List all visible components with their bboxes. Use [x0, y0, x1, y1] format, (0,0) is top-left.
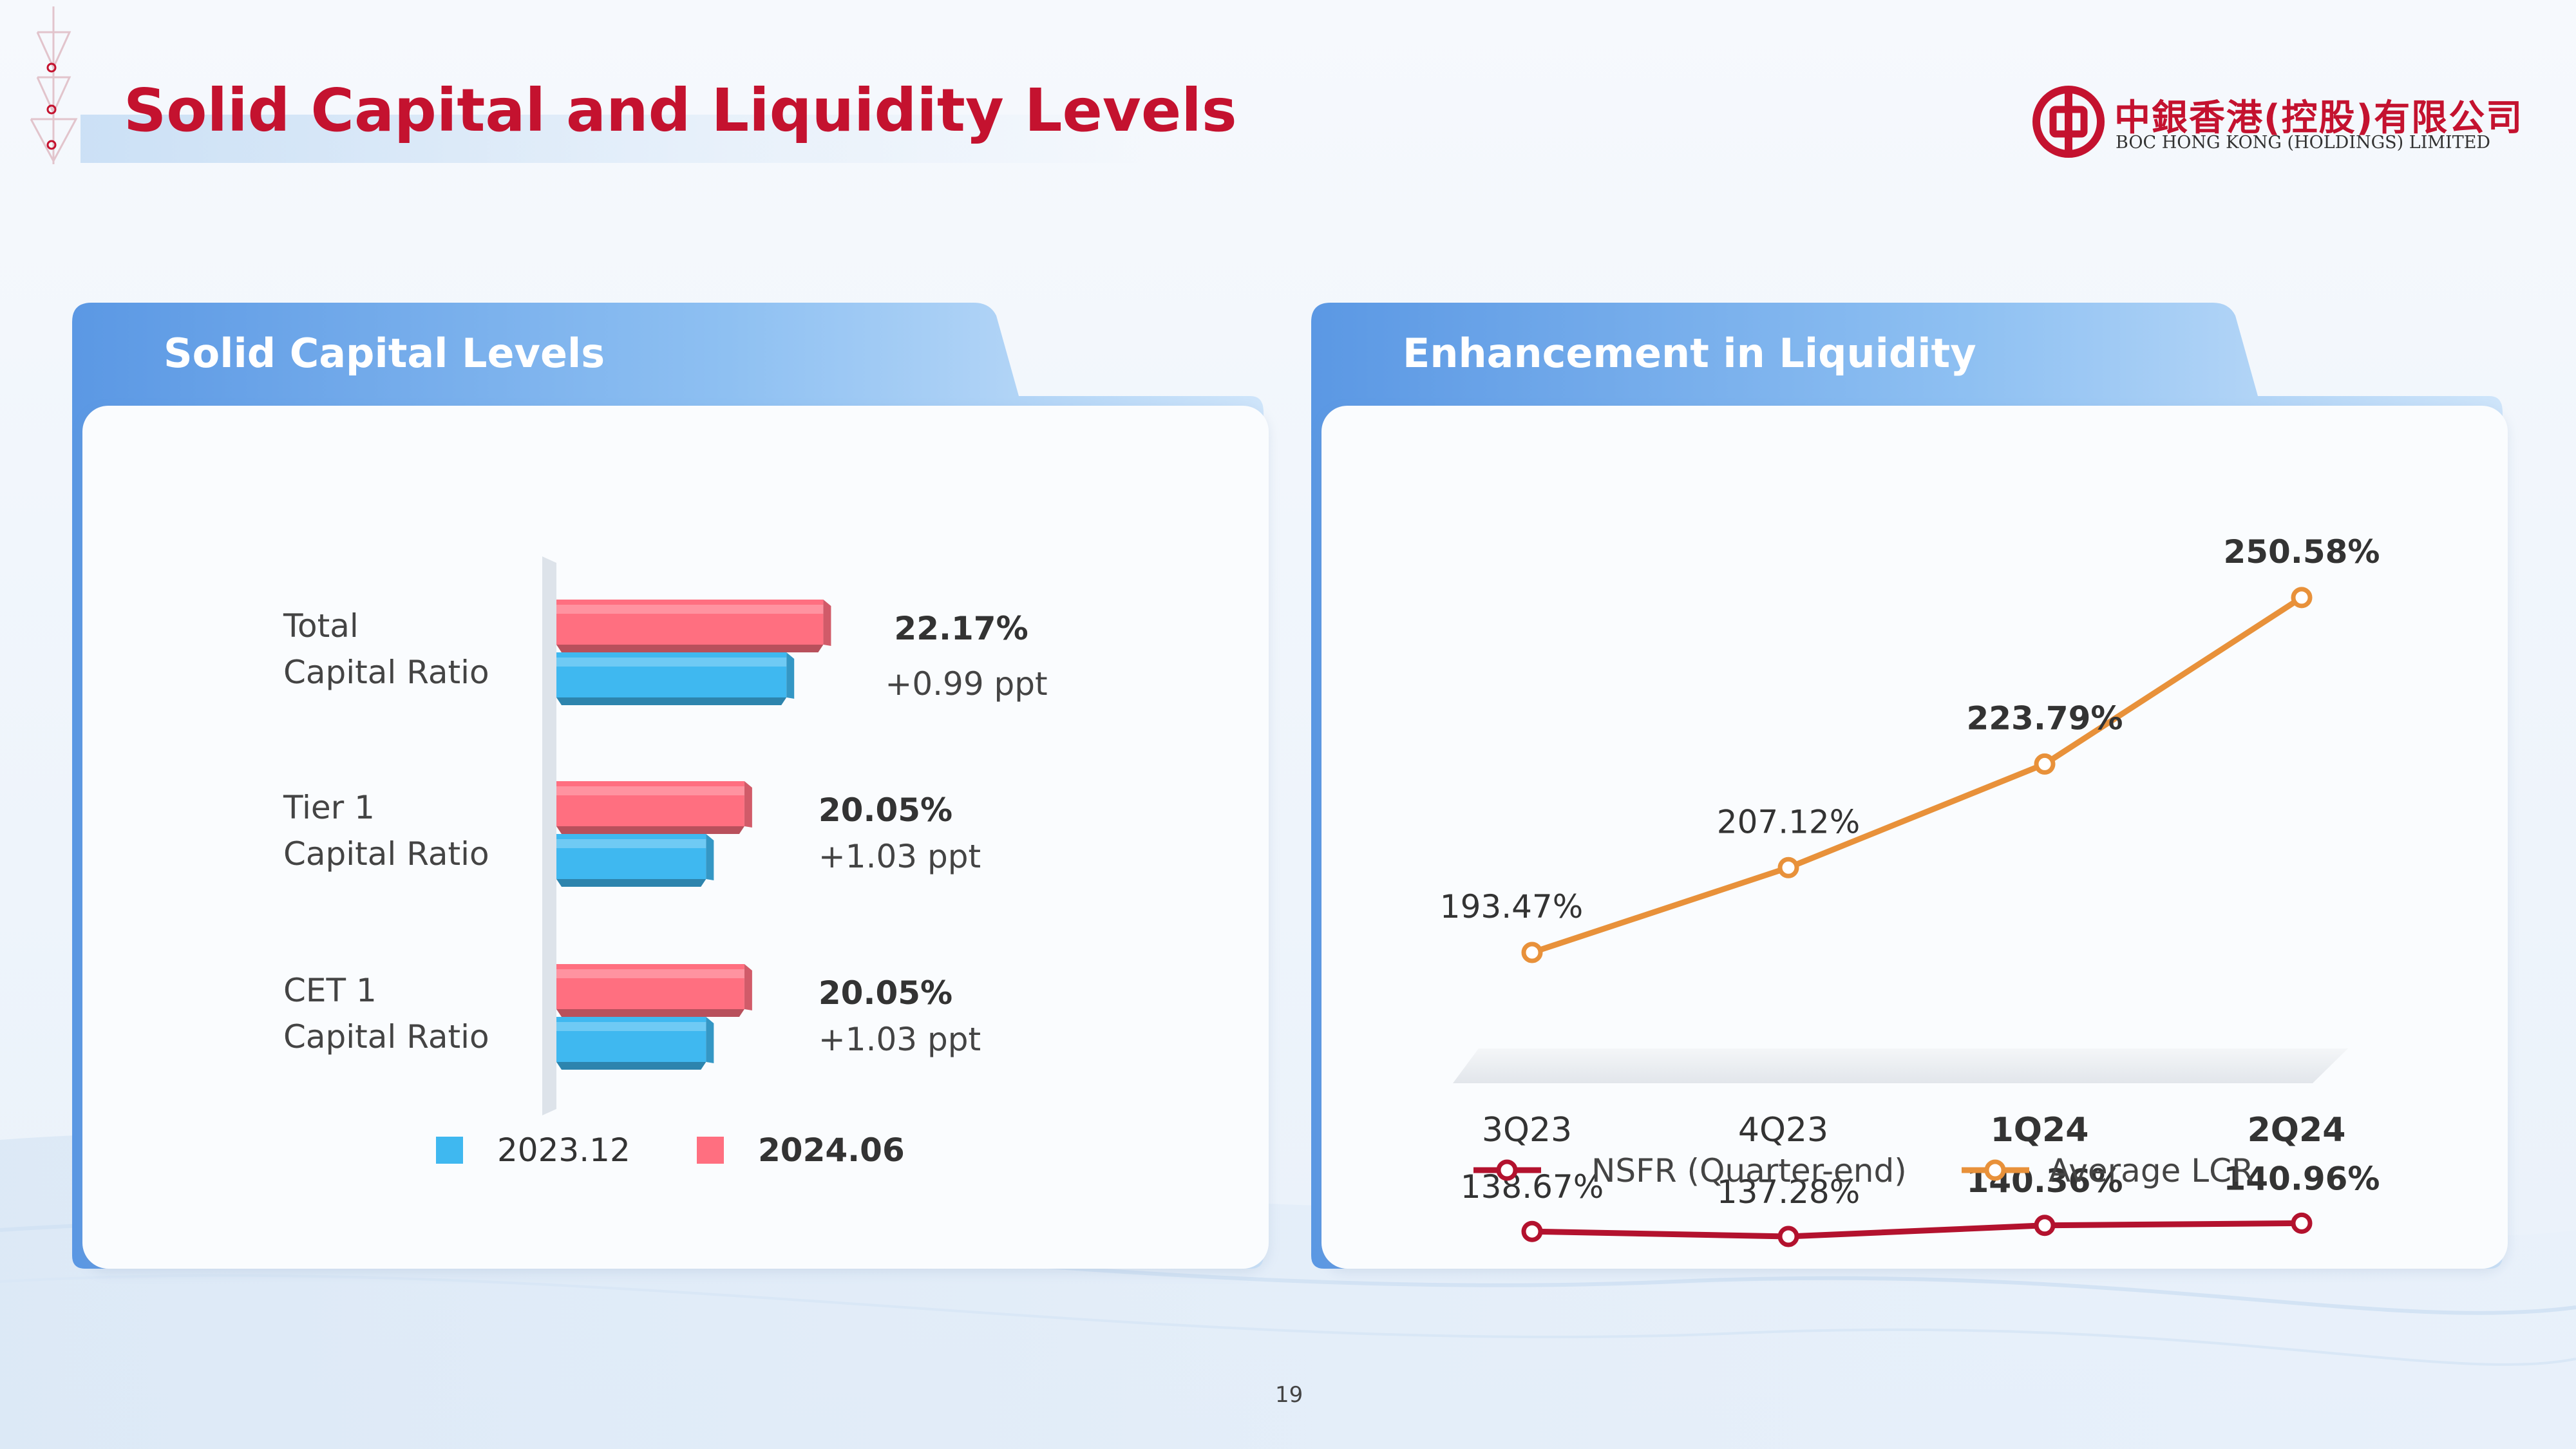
bar-face: [556, 652, 787, 697]
bar-bottom-bevel: [556, 826, 744, 834]
legend-label-1: 2024.06: [758, 1132, 905, 1169]
bar-2023-12-1: [556, 834, 714, 887]
liquidity-panel-card: [1321, 406, 2508, 1269]
category-label-line2: Capital Ratio: [283, 835, 489, 873]
category-label-line1: Tier 1: [283, 789, 375, 826]
category-label-line2: Capital Ratio: [283, 1018, 489, 1056]
bar-highlight: [556, 1022, 706, 1031]
liquidity-panel: Enhancement in Liquidity 193.47% 207.12% 2…: [1311, 303, 2509, 1282]
company-logo: 中銀香港(控股)有限公司 BOC HONG KONG (HOLDINGS) LI…: [2032, 85, 2522, 162]
lcr-series-line: [1531, 595, 2304, 956]
bar-end-bevel: [744, 964, 752, 1010]
legend-swatch-0: [436, 1137, 463, 1164]
bar-face: [556, 834, 706, 879]
liquidity-panel-title: Enhancement in Liquidity: [1403, 330, 1976, 377]
bar-bottom-bevel: [556, 697, 787, 705]
lcr-point-2Q24: [2291, 587, 2313, 609]
bar-value-label: 20.05%: [819, 791, 952, 829]
logo-english-name: BOC HONG KONG (HOLDINGS) LIMITED: [2116, 133, 2491, 153]
capital-ratio-bar-chart: Total Capital Ratio 22.17% +0.99 ppt Tier 1 C…: [283, 556, 1048, 1169]
legend-label-0: NSFR (Quarter-end): [1591, 1152, 1907, 1189]
bar-face: [556, 1017, 706, 1062]
bar-bottom-bevel: [556, 645, 824, 652]
bar-value-label: 20.05%: [819, 974, 952, 1012]
bar-axis-wall: [542, 556, 556, 1115]
capital-panel-title: Solid Capital Levels: [164, 330, 605, 377]
lcr-data-label: 207.12%: [1717, 803, 1860, 840]
bar-bottom-bevel: [556, 1062, 706, 1070]
nsfr-point-1Q24: [2034, 1215, 2056, 1236]
bar-end-bevel: [706, 834, 714, 880]
bar-bottom-bevel: [556, 1009, 744, 1017]
bar-2024-06-1: [556, 781, 752, 834]
bar-highlight: [556, 839, 706, 848]
nsfr-data-label: 137.28%: [1717, 1173, 1860, 1211]
bar-end-bevel: [706, 1017, 714, 1063]
bar-end-bevel: [786, 652, 795, 699]
category-label-line2: Capital Ratio: [283, 654, 489, 691]
legend-label-0: 2023.12: [497, 1132, 630, 1169]
tower-decoration-icon: [30, 6, 78, 164]
nsfr-series-line: [1531, 1220, 2302, 1240]
bar-change-label: +1.03 ppt: [819, 838, 981, 875]
x-tick-label: 3Q23: [1482, 1111, 1572, 1150]
lcr-data-label: 223.79%: [1966, 699, 2123, 737]
bar-highlight: [556, 658, 787, 667]
bar-highlight: [556, 969, 744, 978]
page-title: Solid Capital and Liquidity Levels: [124, 76, 1237, 145]
bar-change-label: +1.03 ppt: [819, 1021, 981, 1058]
legend-swatch-1: [697, 1137, 724, 1164]
lcr-data-label: 193.47%: [1440, 888, 1583, 925]
liquidity-line-chart: 193.47% 207.12% 223.79% 250.58% 138.67% 137.2…: [1440, 533, 2380, 1247]
x-tick-label: 1Q24: [1991, 1111, 2089, 1150]
chart-floor: [1453, 1048, 2348, 1083]
nsfr-point-2Q24: [2291, 1212, 2313, 1234]
legend-marker-1: [1984, 1159, 2006, 1181]
boc-logo-icon: [2032, 86, 2105, 158]
logo-chinese-name: 中銀香港(控股)有限公司: [2114, 97, 2524, 139]
lcr-point-1Q24: [2034, 753, 2056, 775]
lcr-point-4Q23: [1777, 857, 1799, 878]
nsfr-data-label: 138.67%: [1461, 1168, 1604, 1206]
bar-change-label: +0.99 ppt: [885, 665, 1047, 703]
category-label-line1: Total: [283, 607, 359, 645]
bar-2024-06-0: [556, 600, 831, 652]
x-tick-label: 4Q23: [1738, 1111, 1828, 1150]
title-underlay: [80, 115, 1175, 163]
bar-2023-12-0: [556, 652, 795, 705]
bar-face: [556, 964, 744, 1009]
lcr-data-label: 250.58%: [2223, 533, 2380, 571]
lcr-point-3Q23: [1521, 942, 1543, 963]
page-number: 19: [1275, 1382, 1303, 1408]
bar-2023-12-2: [556, 1017, 714, 1070]
bar-highlight: [556, 605, 824, 614]
bar-face: [556, 781, 744, 826]
bar-bottom-bevel: [556, 879, 706, 887]
x-tick-label: 2Q24: [2248, 1111, 2346, 1150]
nsfr-data-label: 140.96%: [2223, 1160, 2380, 1197]
bar-end-bevel: [823, 600, 831, 646]
bar-value-label: 22.17%: [894, 610, 1028, 647]
nsfr-point-3Q23: [1521, 1220, 1543, 1242]
legend-label-1: Average LCR: [2049, 1152, 2254, 1189]
legend-marker-0: [1496, 1159, 1518, 1181]
capital-panel: Solid Capital Levels Total Capital Ratio 2…: [72, 303, 1270, 1282]
bar-face: [556, 600, 824, 645]
category-label-line1: CET 1: [283, 972, 377, 1009]
bar-highlight: [556, 786, 744, 795]
bar-end-bevel: [744, 781, 752, 828]
nsfr-point-4Q23: [1777, 1226, 1799, 1247]
bar-2024-06-2: [556, 964, 752, 1017]
